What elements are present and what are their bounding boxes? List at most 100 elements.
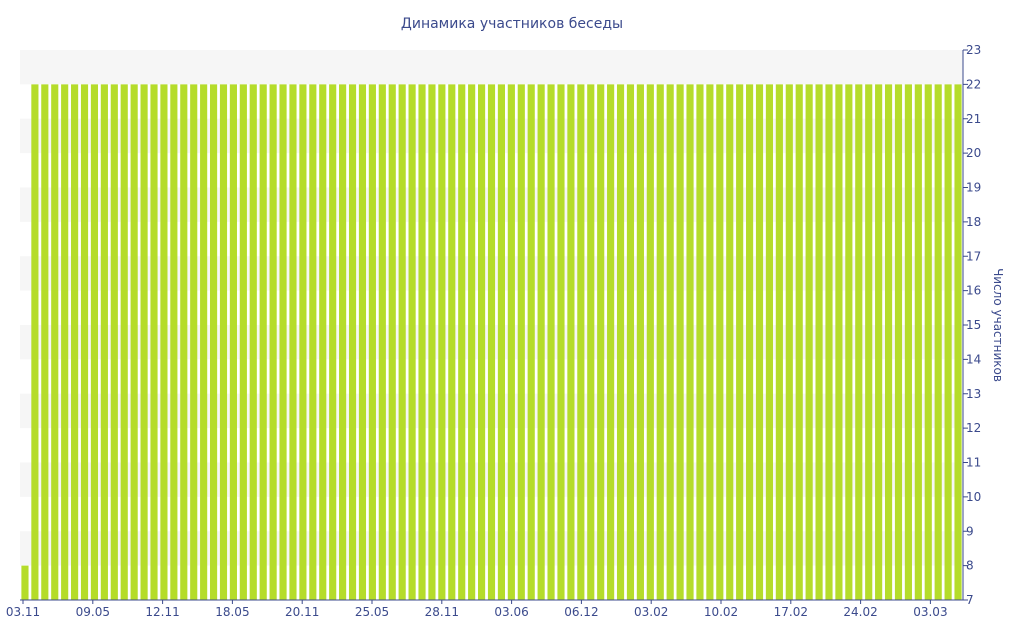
y-tick-label: 18 [966,215,981,229]
bar [51,84,59,601]
bar [71,84,79,601]
bar [259,84,267,601]
bar [100,84,108,601]
x-tick-label: 03.06 [494,605,528,619]
bar [458,84,466,601]
bar [904,84,912,601]
y-tick-label: 14 [966,352,981,366]
bar [448,84,456,601]
y-tick-label: 9 [966,524,974,538]
bar [319,84,327,601]
x-tick-label: 10.02 [704,605,738,619]
bar [597,84,605,601]
y-tick-label: 7 [966,593,974,607]
bar [567,84,575,601]
bar [676,84,684,601]
bar [755,84,764,601]
bar [656,84,664,601]
y-tick-label: 22 [966,77,981,91]
bar [418,84,426,601]
bar [299,84,307,601]
bar [239,84,247,601]
bar [537,84,545,601]
y-axis-title: Число участников [991,268,1005,382]
y-tick-label: 21 [966,112,981,126]
y-tick-label: 19 [966,181,981,195]
bar [130,84,138,601]
bar [279,84,287,601]
x-tick-label: 28.11 [425,605,459,619]
y-tick-label: 12 [966,421,981,435]
bar [190,84,198,601]
x-tick-label: 20.11 [285,605,319,619]
bar [577,84,585,601]
bar [428,84,436,601]
bar [180,84,188,601]
bar [894,84,903,601]
y-tick-label: 20 [966,146,981,160]
x-tick-label: 12.11 [145,605,179,619]
bar [547,84,555,601]
bar [438,84,446,601]
bar [686,84,694,601]
axes: 7 8 9 10 11 12 13 14 15 16 17 18 19 20 21 22 23 03.11 09.0… [6,43,981,619]
bar [41,84,49,601]
bar-series [21,84,962,601]
bar [339,84,347,601]
bar [468,84,476,601]
bar [170,84,178,601]
bar [358,84,367,601]
bar [368,84,376,601]
bar [507,84,515,601]
bar [398,84,406,601]
bar [31,84,39,601]
bar [120,84,128,601]
bar [378,84,386,601]
y-tick-label: 16 [966,284,981,298]
bar [209,84,218,601]
bar [815,84,823,601]
bar [934,84,942,601]
bar [80,84,89,601]
bar [160,84,168,601]
x-tick-label: 17.02 [774,605,808,619]
x-tick-label: 24.02 [843,605,877,619]
x-tick-label: 09.05 [76,605,110,619]
bar [110,84,118,601]
bar [140,84,148,601]
bar [884,84,893,601]
bar [746,84,754,601]
x-tick-label: 03.03 [913,605,947,619]
bar [200,84,208,601]
bar [150,84,158,601]
bar [706,84,714,601]
bar [785,84,793,601]
bar [835,84,843,601]
bar [408,84,416,601]
y-tick-label: 23 [966,43,981,57]
bar [765,84,774,601]
x-tick-label: 25.05 [355,605,389,619]
bar [805,84,813,601]
bar [716,84,724,601]
x-tick-label: 18.05 [215,605,249,619]
bar [90,84,99,601]
bar [497,84,505,601]
bar [487,84,496,601]
bar [478,84,486,601]
bar [289,84,297,601]
y-tick-label: 15 [966,318,981,332]
y-tick-label: 17 [966,249,981,263]
chart-title: Динамика участников беседы [401,16,623,32]
bar [736,84,744,601]
bar [865,84,873,601]
bar [924,84,932,601]
bar [825,84,833,601]
bar [329,84,337,601]
bar [726,84,734,601]
bar [517,84,525,601]
bar [666,84,674,601]
bar [944,84,952,601]
